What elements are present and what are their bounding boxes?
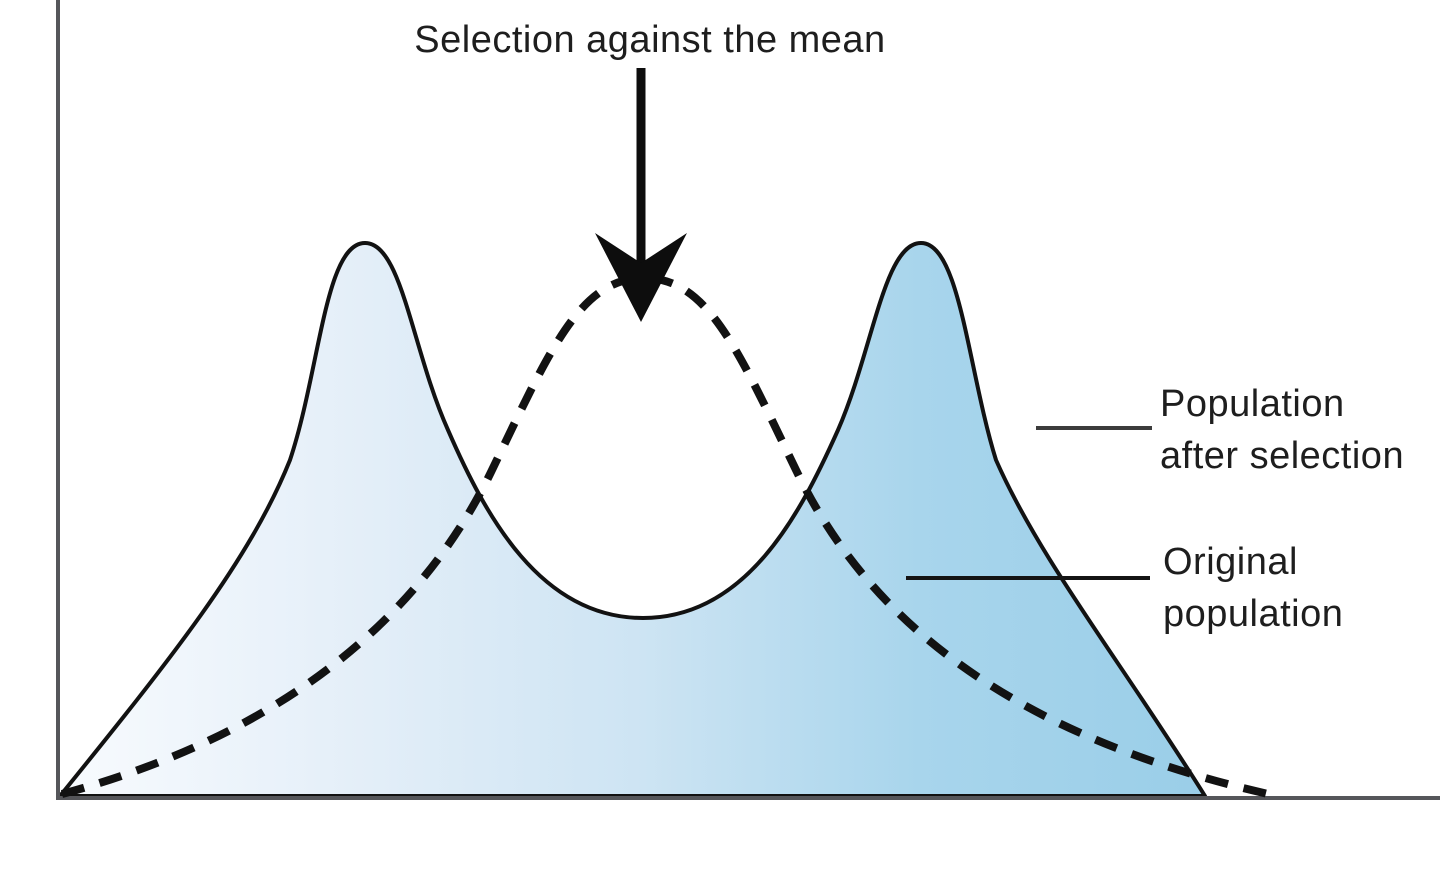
callout-original-line2: population	[1163, 593, 1344, 635]
callout-original-line1: Original	[1163, 541, 1298, 583]
selection-arrow-head	[595, 233, 687, 322]
callout-original-population: Original population	[1163, 536, 1343, 640]
callout-after-selection-line2: after selection	[1160, 435, 1405, 477]
callout-population-after-selection: Population after selection	[1160, 378, 1404, 482]
original-population-curve	[60, 273, 1269, 798]
figure-title: Selection against the mean	[414, 19, 886, 61]
callout-after-selection-line1: Population	[1160, 383, 1345, 425]
